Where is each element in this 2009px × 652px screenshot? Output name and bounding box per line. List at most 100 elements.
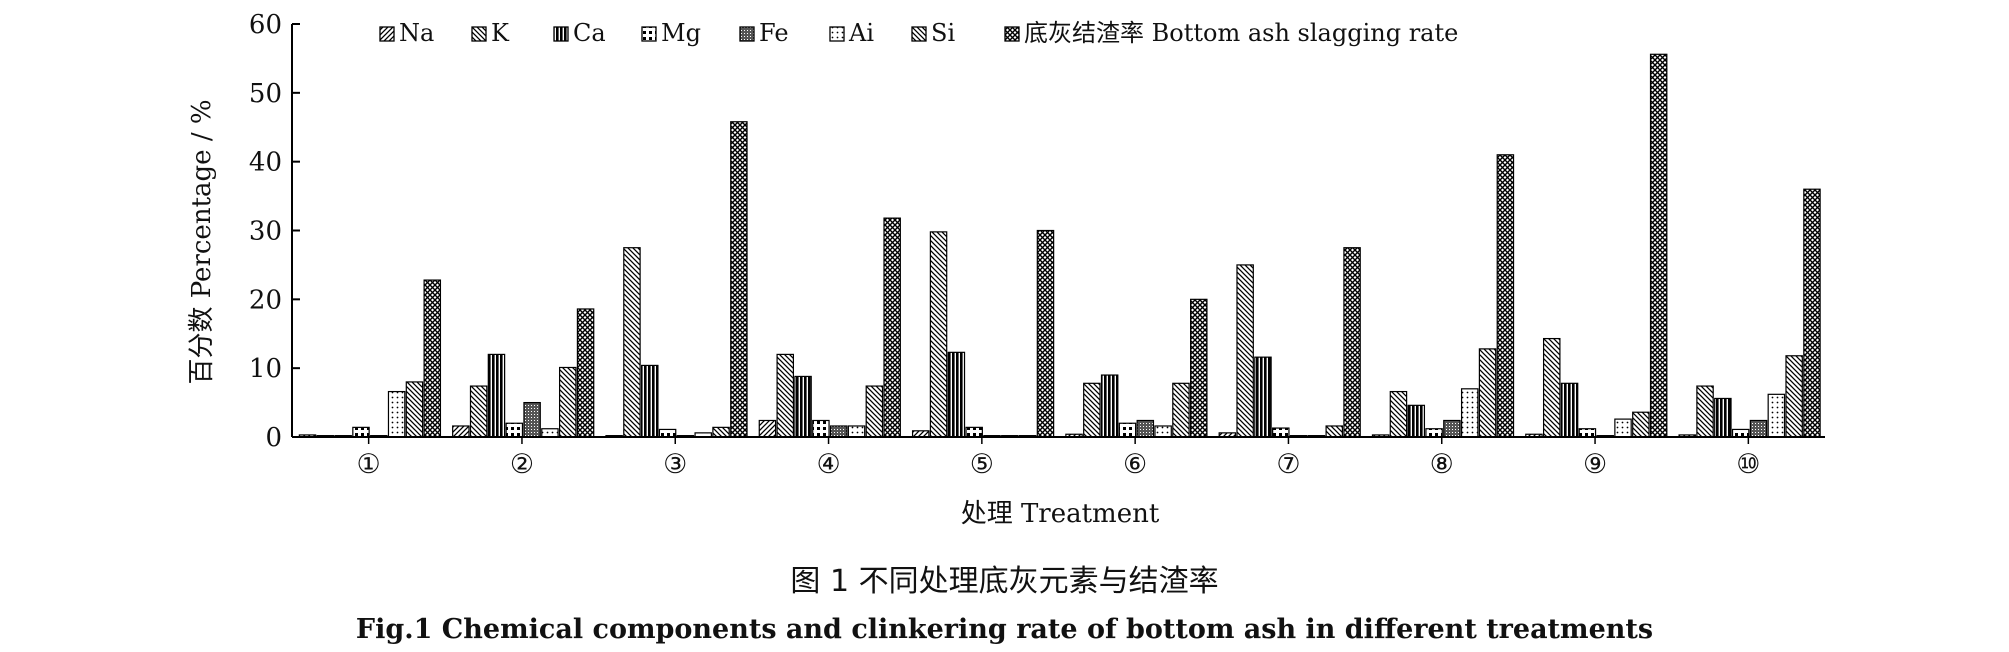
bar-bottom-ash-slagging-rate-1 [423,279,442,438]
bar-mg-9 [1578,428,1597,438]
bar-ai-6 [1154,425,1172,438]
bar-mg-6 [1118,422,1137,438]
bar-mg-3 [658,428,677,438]
y-axis-title: 百分数 Percentage / % [187,99,217,384]
legend-label-bottom-ash-slagging-rate: 底灰结渣率 Bottom ash slagging rate [1024,19,1458,47]
bar-na-2 [452,425,470,438]
bar-ca-6 [1100,374,1119,438]
bar-mg-1 [352,426,370,438]
bar-fe-8 [1443,419,1461,438]
bar-ai-1 [387,390,406,438]
x-tick-label: ③ [663,449,687,480]
bar-k-2 [469,385,488,438]
bar-ca-2 [487,353,506,438]
bar-k-5 [929,231,948,438]
bar-fe-6 [1136,419,1155,438]
legend-label-mg: Mg [661,19,701,47]
bars-layer [298,53,1821,438]
bar-si-10 [1785,355,1803,438]
bar-mg-7 [1272,427,1290,438]
bar-k-10 [1696,385,1714,438]
legend-label-fe: Fe [759,19,789,47]
bar-si-8 [1478,348,1497,438]
bar-si-3 [712,426,730,438]
bar-bottom-ash-slagging-rate-3 [730,121,748,438]
legend-label-na: Na [399,19,434,47]
bar-k-8 [1389,390,1408,438]
legend-label-si: Si [931,19,955,47]
legend-swatch-fe [739,26,755,42]
legend-swatch-k [471,26,487,42]
bar-si-6 [1172,382,1190,438]
bar-bottom-ash-slagging-rate-5 [1036,229,1055,438]
bar-ca-7 [1254,356,1272,438]
bar-ai-4 [847,425,866,438]
x-tick-label: ⑧ [1430,449,1454,480]
x-axis-title: 处理 Treatment [961,499,1160,529]
x-tick-label: ⑦ [1276,449,1300,480]
legend: Na K Ca Mg Fe Ai Si 底灰结渣率 Bottom ash slagging r… [379,19,1458,47]
bar-si-1 [405,381,424,438]
x-tick-label: ⑨ [1583,449,1607,480]
bar-chart: Na K Ca Mg Fe Ai Si 底灰结渣率 Bottom ash slagging r… [187,10,1825,529]
bar-k-7 [1236,264,1254,438]
bar-mg-8 [1425,428,1443,438]
legend-swatch-ai [829,26,845,42]
y-tick-label: 0 [265,423,282,453]
y-tick-label: 20 [249,285,282,315]
bar-k-4 [776,353,795,438]
y-axis: 0 10 20 30 40 50 60 [249,10,300,453]
figure-caption-chinese: 图 1 不同处理底灰元素与结渣率 [790,564,1219,599]
bar-fe-4 [829,425,848,438]
y-tick-label: 60 [249,10,282,40]
bar-si-4 [865,385,884,438]
y-tick-label: 40 [249,148,282,178]
x-tick-label: ④ [816,449,840,480]
legend-swatch-mg [641,26,657,42]
bar-si-9 [1632,411,1650,438]
bar-na-4 [758,419,777,438]
legend-label-k: K [491,19,510,47]
bar-bottom-ash-slagging-rate-4 [883,217,901,438]
bar-ai-9 [1614,418,1632,438]
bar-ca-5 [947,351,966,438]
bar-k-3 [623,247,641,438]
x-tick-label: ⑩ [1736,449,1760,480]
x-tick-label: ⑥ [1123,449,1147,480]
bar-bottom-ash-slagging-rate-6 [1190,298,1208,438]
legend-label-ai: Ai [848,19,874,47]
bar-ca-8 [1407,404,1426,438]
bar-ai-10 [1767,393,1786,438]
bar-bottom-ash-slagging-rate-8 [1496,154,1515,438]
x-axis: ① ② ③ ④ ⑤ ⑥ ⑦ ⑧ ⑨ ⑩ [292,436,1825,480]
legend-swatch-na [379,26,395,42]
legend-swatch-si [911,26,927,42]
y-tick-label: 50 [249,79,282,109]
legend-label-ca: Ca [573,19,606,47]
legend-swatch-ca [553,26,569,42]
x-tick-label: ① [357,449,381,480]
bar-bottom-ash-slagging-rate-9 [1649,53,1668,438]
bar-mg-5 [965,426,983,438]
bar-mg-4 [812,419,830,438]
bar-mg-10 [1731,428,1750,438]
bar-fe-2 [523,401,541,438]
bar-ca-3 [641,364,659,438]
y-tick-label: 30 [249,217,282,247]
y-tick-label: 10 [249,354,282,384]
bar-k-6 [1083,382,1101,438]
x-tick-label: ⑤ [970,449,994,480]
bar-si-2 [558,366,577,438]
bar-ca-10 [1714,397,1732,438]
bar-ca-4 [794,375,812,438]
bar-ca-9 [1560,382,1579,438]
bar-si-7 [1325,425,1344,438]
bar-bottom-ash-slagging-rate-10 [1803,188,1821,438]
bar-k-9 [1542,337,1561,438]
x-tick-label: ② [510,449,534,480]
bar-bottom-ash-slagging-rate-2 [576,308,595,438]
bar-fe-10 [1749,419,1768,438]
legend-swatch-bottom-ash-slagging-rate [1004,26,1020,42]
bar-bottom-ash-slagging-rate-7 [1343,247,1361,438]
bar-ai-2 [541,428,559,438]
